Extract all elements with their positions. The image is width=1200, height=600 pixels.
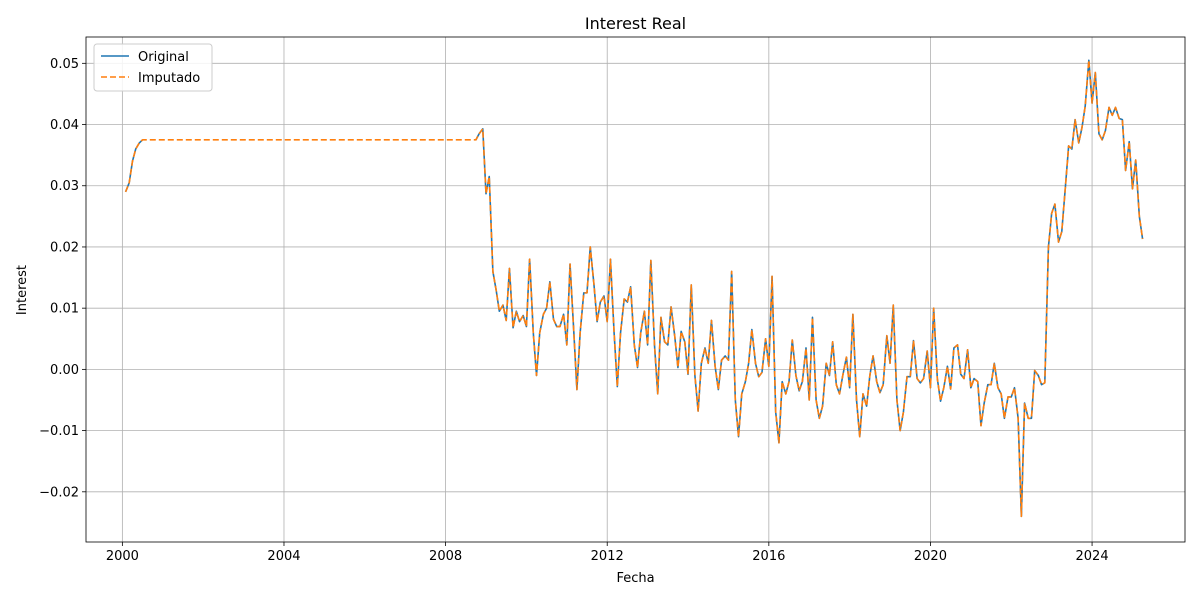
series-lines xyxy=(124,59,1144,518)
y-tick-label: 0.00 xyxy=(50,363,79,378)
y-tick-label: 0.02 xyxy=(50,240,79,255)
x-tick-label: 2004 xyxy=(267,549,300,564)
x-tick-label: 2020 xyxy=(914,549,947,564)
x-tick-label: 2024 xyxy=(1076,549,1109,564)
chart-title: Interest Real xyxy=(585,14,686,33)
y-tick-label: 0.01 xyxy=(50,302,79,317)
plot-frame xyxy=(85,36,1186,543)
x-tick-label: 2012 xyxy=(591,549,624,564)
y-tick-label: 0.05 xyxy=(50,57,79,72)
y-tick-label: −0.02 xyxy=(39,485,79,500)
legend-label-imputado: Imputado xyxy=(138,71,200,86)
grid xyxy=(86,37,1185,542)
series-line-imputado xyxy=(124,59,1144,518)
x-axis-label: Fecha xyxy=(616,571,654,586)
x-tick-label: 2016 xyxy=(752,549,785,564)
x-tick-label: 2008 xyxy=(429,549,462,564)
ticks: 2000 2004 2008 2012 2016 2020 2024 −0.02 −0.01 0.… xyxy=(39,57,1108,564)
legend-label-original: Original xyxy=(138,50,189,65)
series-line-original xyxy=(124,59,1144,518)
y-tick-label: −0.01 xyxy=(39,424,79,439)
y-axis-label: Interest xyxy=(15,265,30,315)
y-tick-label: 0.03 xyxy=(50,179,79,194)
legend: Original Imputado xyxy=(93,43,213,92)
y-tick-label: 0.04 xyxy=(50,118,79,133)
x-tick-label: 2000 xyxy=(106,549,139,564)
